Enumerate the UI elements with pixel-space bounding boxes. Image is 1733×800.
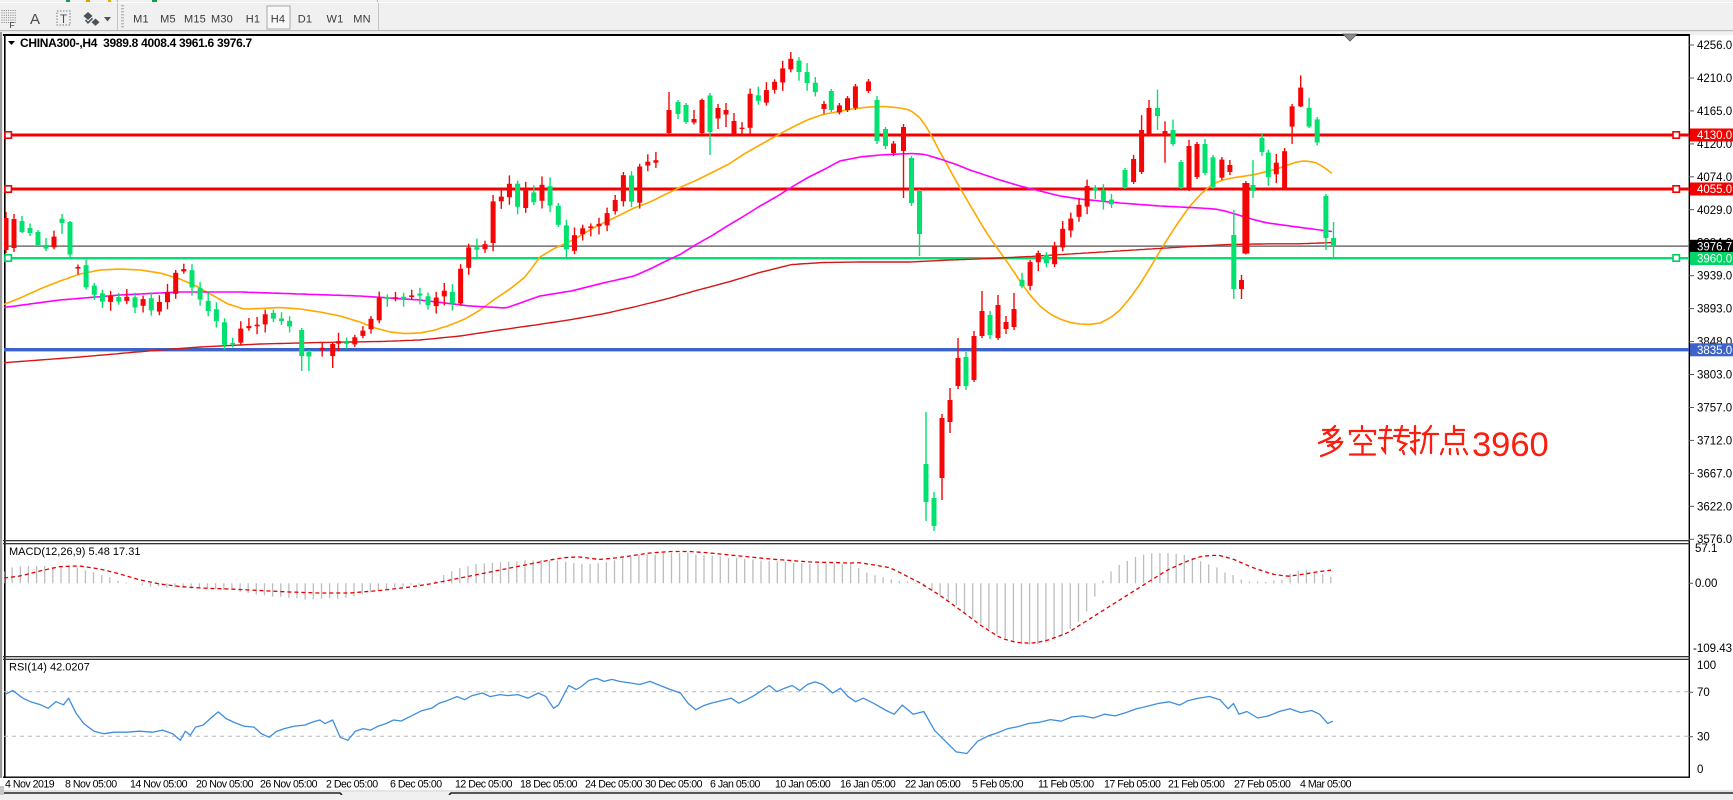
svg-text:-109.43: -109.43 xyxy=(1693,643,1732,655)
svg-text:4055.0: 4055.0 xyxy=(1697,184,1732,196)
svg-text:3976.7: 3976.7 xyxy=(1697,241,1732,253)
svg-text:3803.0: 3803.0 xyxy=(1697,370,1732,382)
svg-text:8 Nov 05:00: 8 Nov 05:00 xyxy=(65,779,117,791)
svg-text:M15: M15 xyxy=(184,14,206,26)
svg-text:18 Dec 05:00: 18 Dec 05:00 xyxy=(520,779,578,791)
svg-text:26 Nov 05:00: 26 Nov 05:00 xyxy=(260,779,318,791)
svg-text:4210.0: 4210.0 xyxy=(1697,73,1732,85)
svg-text:21 Feb 05:00: 21 Feb 05:00 xyxy=(1168,779,1225,791)
svg-text:3960.0: 3960.0 xyxy=(1697,254,1732,266)
svg-text:70: 70 xyxy=(1697,687,1710,699)
svg-text:H1: H1 xyxy=(246,14,260,26)
svg-text:M30: M30 xyxy=(211,14,233,26)
svg-text:16 Jan 05:00: 16 Jan 05:00 xyxy=(840,779,896,791)
svg-text:30 Dec 05:00: 30 Dec 05:00 xyxy=(645,779,703,791)
svg-text:4074.0: 4074.0 xyxy=(1697,172,1732,184)
svg-text:17 Feb 05:00: 17 Feb 05:00 xyxy=(1104,779,1161,791)
svg-text:4029.0: 4029.0 xyxy=(1697,205,1732,217)
svg-text:4165.0: 4165.0 xyxy=(1697,106,1732,118)
svg-text:CHINA300-,H4 3989.8 4008.4 39: CHINA300-,H4 3989.8 4008.4 3961.6 3976.7 xyxy=(20,36,252,50)
svg-text:F: F xyxy=(10,20,15,30)
svg-text:11 Feb 05:00: 11 Feb 05:00 xyxy=(1038,779,1094,791)
svg-text:0: 0 xyxy=(1697,764,1703,776)
svg-text:2 Dec 05:00: 2 Dec 05:00 xyxy=(326,779,378,791)
svg-text:3939.0: 3939.0 xyxy=(1697,271,1732,283)
svg-text:3960: 3960 xyxy=(1472,426,1549,464)
svg-text:A: A xyxy=(30,11,40,28)
svg-text:4 Nov 2019: 4 Nov 2019 xyxy=(5,779,55,791)
svg-text:T: T xyxy=(60,14,67,26)
svg-text:MN: MN xyxy=(353,14,371,26)
svg-text:14 Nov 05:00: 14 Nov 05:00 xyxy=(130,779,188,791)
svg-text:6 Jan 05:00: 6 Jan 05:00 xyxy=(710,779,760,791)
svg-text:24 Dec 05:00: 24 Dec 05:00 xyxy=(585,779,643,791)
svg-text:3576.0: 3576.0 xyxy=(1697,534,1732,546)
svg-text:27 Feb 05:00: 27 Feb 05:00 xyxy=(1234,779,1291,791)
svg-text:4130.0: 4130.0 xyxy=(1697,130,1732,142)
svg-text:0.00: 0.00 xyxy=(1695,578,1717,590)
svg-text:3712.0: 3712.0 xyxy=(1697,435,1732,447)
svg-text:10 Jan 05:00: 10 Jan 05:00 xyxy=(775,779,831,791)
svg-text:12 Dec 05:00: 12 Dec 05:00 xyxy=(455,779,513,791)
svg-text:4 Mar 05:00: 4 Mar 05:00 xyxy=(1300,779,1352,791)
svg-text:3622.0: 3622.0 xyxy=(1697,501,1732,513)
svg-text:20 Nov 05:00: 20 Nov 05:00 xyxy=(196,779,254,791)
svg-text:3667.0: 3667.0 xyxy=(1697,468,1732,480)
svg-text:3835.0: 3835.0 xyxy=(1697,345,1732,357)
svg-text:M1: M1 xyxy=(133,14,149,26)
svg-text:H4: H4 xyxy=(271,14,285,26)
svg-text:22 Jan 05:00: 22 Jan 05:00 xyxy=(905,779,961,791)
svg-text:D1: D1 xyxy=(298,14,312,26)
svg-text:3893.0: 3893.0 xyxy=(1697,304,1732,316)
svg-text:4256.0: 4256.0 xyxy=(1697,40,1732,52)
svg-text:M5: M5 xyxy=(160,14,176,26)
svg-text:MACD(12,26,9) 5.48 17.31: MACD(12,26,9) 5.48 17.31 xyxy=(9,546,140,558)
svg-text:RSI(14) 42.0207: RSI(14) 42.0207 xyxy=(9,662,90,674)
svg-text:3757.0: 3757.0 xyxy=(1697,403,1732,415)
svg-text:30: 30 xyxy=(1697,732,1710,744)
svg-text:57.1: 57.1 xyxy=(1695,543,1717,555)
svg-text:W1: W1 xyxy=(327,14,344,26)
svg-text:100: 100 xyxy=(1697,660,1716,672)
svg-text:6 Dec 05:00: 6 Dec 05:00 xyxy=(390,779,442,791)
svg-text:5 Feb 05:00: 5 Feb 05:00 xyxy=(972,779,1024,791)
svg-text:4120.0: 4120.0 xyxy=(1697,139,1732,151)
